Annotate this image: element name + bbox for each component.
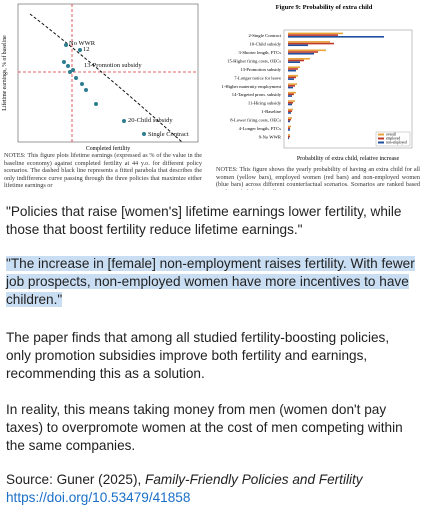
plot-frame: [17, 3, 199, 143]
bar: [288, 117, 292, 119]
highlight: "The increase in [female] non-employment…: [6, 256, 415, 307]
points: [62, 43, 146, 136]
legend-swatch: [378, 141, 384, 144]
bar: [288, 93, 294, 96]
bar: [288, 61, 300, 63]
legend-label: employed: [386, 137, 400, 141]
row-label: 15-Higher firing costs, OECs: [227, 58, 281, 64]
bar: [288, 52, 314, 55]
indifference-curve: [29, 13, 183, 143]
row-label: 1-Higher maternity employment: [222, 84, 282, 89]
legend-swatch: [378, 137, 384, 140]
bar: [288, 127, 290, 129]
legend-label: non-employed: [386, 141, 407, 145]
source: Source: Guner (2025), Family-Friendly Po…: [6, 471, 416, 507]
bar: [288, 59, 304, 62]
x-axis-label: Completed fertility: [86, 145, 130, 152]
paragraph: The paper finds that among all studied f…: [6, 330, 390, 381]
bar: [288, 68, 298, 70]
bar: [288, 66, 300, 69]
bar: [288, 125, 291, 128]
bar: [288, 76, 296, 79]
bar: [288, 44, 308, 47]
figure-title: Figure 9: Probability of extra child: [276, 4, 373, 11]
bar: [288, 41, 330, 43]
bar: [288, 91, 296, 94]
row-label: 14-Targeted prom. subsidy: [232, 92, 282, 97]
bar: [288, 100, 295, 102]
bar: [288, 78, 294, 80]
caption-lead: NOTES:: [4, 152, 26, 159]
bar: [288, 51, 318, 53]
plot-frame: [283, 29, 413, 149]
row-label: 13-Promotion subsidy: [240, 67, 281, 72]
x-axis-label: Probability of extra child, relative inc…: [297, 155, 400, 162]
right-figure: Figure 9: Probability of extra child 2-S…: [222, 4, 413, 162]
bar: [288, 49, 326, 52]
point-label: 20-Child subsidy: [128, 117, 173, 124]
point-label: 12: [83, 46, 90, 53]
row-label: 10-Child subsidy: [249, 41, 281, 46]
y-axis-label: Lifetime earnings, % of baseline: [1, 35, 8, 111]
bar: [288, 110, 292, 113]
bar: [288, 118, 291, 121]
bar: [288, 85, 295, 87]
bar: [288, 42, 334, 45]
bar: [288, 57, 310, 60]
right-caption: NOTES: This figure shows the yearly prob…: [216, 166, 420, 190]
quote: "Policies that raise [women's] lifetime …: [6, 204, 402, 237]
row-label: 1-Baseline: [261, 109, 281, 114]
row-label: 8-Lower firing costs, OECs: [230, 118, 281, 124]
bar: [288, 36, 384, 38]
paragraph: In reality, this means taking money from…: [6, 402, 403, 453]
bar: [288, 95, 292, 97]
bar: [288, 135, 290, 138]
bar: [288, 103, 292, 106]
caption-text: This figure plots lifetime earnings (exp…: [4, 152, 202, 190]
bar: [288, 32, 343, 35]
bar: [288, 101, 293, 104]
source-prefix: Source: Guner (2025),: [6, 472, 146, 487]
bar: [288, 34, 338, 36]
row-label: 3-Shorter length, FTCs: [239, 50, 282, 56]
row-label: 4-Longer length, FTCs: [239, 126, 281, 132]
row-label: 2-Single Contract: [248, 33, 281, 38]
bar: [288, 112, 291, 114]
legend-label: overall: [386, 133, 396, 137]
legend-box: [375, 131, 411, 147]
row-label: 9-No WWR: [259, 135, 282, 140]
bar: [288, 137, 289, 140]
source-title: Family-Friendly Policies and Fertility: [145, 472, 363, 487]
point-label: Single Contract: [148, 131, 189, 138]
caption-lead: NOTES:: [216, 166, 238, 173]
bar: [288, 74, 298, 77]
bar: [288, 129, 290, 131]
row-label: 7-Longer notice for leave: [234, 75, 281, 80]
legend-swatch: [378, 133, 384, 136]
bar: [288, 83, 297, 85]
quote-highlighted: "The increase in [female] non-employment…: [6, 255, 416, 309]
bar: [288, 134, 290, 136]
bar: [288, 86, 293, 89]
caption-text: This figure shows the yearly probability…: [216, 166, 420, 190]
point-label: 13-Promotion subsidy: [84, 62, 142, 69]
bar: [288, 108, 293, 111]
left-caption: NOTES: This figure plots lifetime earnin…: [4, 152, 202, 190]
row-label: 11-Hiring subsidy: [248, 101, 282, 106]
bar: [288, 69, 296, 72]
bar: [288, 120, 290, 123]
point-label: No WWR: [69, 40, 96, 47]
source-link[interactable]: https://doi.org/10.53479/41858: [6, 490, 191, 505]
